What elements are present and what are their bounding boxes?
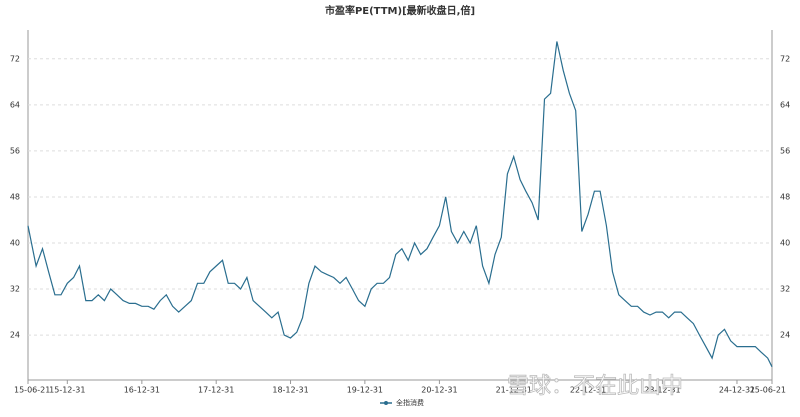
x-tick-label: 24-12-31 xyxy=(719,386,755,395)
x-tick-label: 16-12-31 xyxy=(124,386,160,395)
x-tick-label: 19-12-31 xyxy=(347,386,383,395)
y-tick-label: 32 xyxy=(10,285,20,294)
x-tick-label: 20-12-31 xyxy=(421,386,457,395)
y2-tick-label: 72 xyxy=(780,54,790,63)
x-tick-label: 22-12-31 xyxy=(570,386,606,395)
x-tick-label: 23-12-31 xyxy=(644,386,680,395)
legend-label: 全指消费 xyxy=(396,398,424,407)
y2-tick-label: 64 xyxy=(780,100,790,109)
y2-tick-label: 40 xyxy=(780,238,790,247)
x-tick-label: 15-06-21 xyxy=(14,386,50,395)
x-tick-label: 17-12-31 xyxy=(198,386,234,395)
data-line xyxy=(27,41,773,368)
watermark: 雪球：不在此山中 xyxy=(507,374,683,399)
x-tick-label: 18-12-31 xyxy=(272,386,308,395)
y2-tick-label: 48 xyxy=(780,192,790,201)
y-tick-label: 72 xyxy=(10,54,20,63)
x-tick-label: 21-12-31 xyxy=(496,386,532,395)
y-tick-label: 40 xyxy=(10,238,20,247)
x-tick-label: 15-12-31 xyxy=(49,386,85,395)
y2-tick-label: 32 xyxy=(780,285,790,294)
y-tick-label: 64 xyxy=(10,100,20,109)
y2-tick-label: 56 xyxy=(780,146,790,155)
y-tick-label: 24 xyxy=(10,331,20,340)
x-tick-label: 25-06-21 xyxy=(750,386,786,395)
legend-marker xyxy=(384,401,388,405)
chart-title: 市盈率PE(TTM)[最新收盘日,倍] xyxy=(325,4,475,17)
y-tick-label: 56 xyxy=(10,146,20,155)
y-tick-label: 48 xyxy=(10,192,20,201)
y2-tick-label: 24 xyxy=(780,331,790,340)
